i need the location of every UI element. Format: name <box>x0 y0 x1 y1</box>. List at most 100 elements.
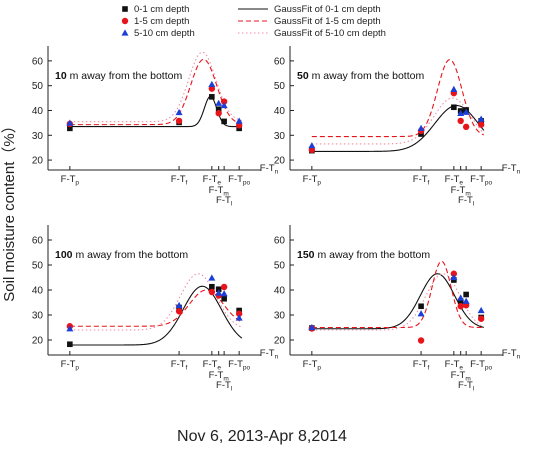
y-tick-label: 20 <box>274 336 286 347</box>
data-point <box>220 283 228 291</box>
data-point <box>457 294 465 301</box>
legend-item: 5-10 cm depth <box>121 28 195 39</box>
panel-title: 10 m away from the bottom <box>55 70 182 82</box>
data-point <box>209 94 215 100</box>
gauss-fit-line <box>69 285 243 346</box>
data-point <box>215 289 223 296</box>
data-point <box>450 85 458 92</box>
y-tick-label: 40 <box>274 106 286 117</box>
y-tick-label: 30 <box>32 311 44 322</box>
data-point <box>417 337 425 344</box>
data-point <box>477 315 485 322</box>
x-tick-label: F-Tpo <box>470 174 492 187</box>
x-tick-label: F-Tl <box>216 380 233 393</box>
x-tick-label: F-Tn <box>502 163 521 176</box>
legend-item: 1-5 cm depth <box>121 16 189 27</box>
legend-label: 5-10 cm depth <box>134 28 195 39</box>
x-tick-label: F-Tn <box>260 348 279 361</box>
legend: 0-1 cm depth GaussFit of 0-1 cm depth 1-5 … <box>121 4 386 39</box>
panel-title: 100 m away from the bottom <box>55 249 188 261</box>
gauss-fit-line <box>69 289 243 327</box>
y-axis-label: Soil moisture content（%） <box>1 118 18 301</box>
data-point <box>457 298 464 305</box>
data-point <box>175 301 183 309</box>
y-tick-label: 40 <box>32 106 44 117</box>
y-tick-label: 40 <box>32 286 44 297</box>
x-tick-label: F-Tp <box>61 174 80 187</box>
panel-title: 50 m away from the bottom <box>297 70 424 82</box>
data-point <box>308 323 316 331</box>
gauss-fit-line <box>311 97 485 145</box>
y-tick-label: 50 <box>32 81 44 92</box>
x-tick-label: F-Te <box>203 359 222 372</box>
data-point <box>457 117 464 125</box>
x-tick-label: F-Tl <box>458 380 475 393</box>
data-point <box>418 131 424 137</box>
data-point <box>208 85 216 92</box>
y-tick-label: 30 <box>274 311 286 322</box>
data-point <box>450 273 458 281</box>
legend-label: GaussFit of 5-10 cm depth <box>274 28 386 39</box>
x-tick-label: F-Tpo <box>228 174 250 187</box>
x-axis-label: Nov 6, 2013-Apr 8,2014 <box>177 428 347 445</box>
data-point <box>221 295 227 302</box>
data-point <box>209 283 215 290</box>
data-point <box>477 306 485 314</box>
y-tick-label: 30 <box>32 131 44 142</box>
gauss-fit-line <box>69 58 242 126</box>
data-point <box>235 310 243 317</box>
data-point <box>451 104 457 111</box>
data-point <box>308 142 316 149</box>
x-tick-label: F-Tf <box>413 359 430 372</box>
y-tick-label: 20 <box>32 156 44 167</box>
y-tick-label: 20 <box>274 156 286 167</box>
data-point <box>215 286 222 293</box>
data-point <box>221 118 227 125</box>
data-point <box>215 110 222 117</box>
legend-item: GaussFit of 0-1 cm depth <box>238 4 381 15</box>
data-point <box>66 325 74 332</box>
x-tick-label: F-Tf <box>171 174 188 187</box>
y-tick-label: 20 <box>32 336 44 347</box>
data-point <box>175 308 183 315</box>
data-point <box>220 101 228 109</box>
gauss-fit-line <box>311 273 485 330</box>
data-point <box>462 123 470 131</box>
legend-label: 0-1 cm depth <box>134 4 189 15</box>
data-point <box>417 124 425 131</box>
x-tick-label: F-Tf <box>171 359 188 372</box>
x-tick-label: F-Te <box>445 174 464 187</box>
x-tick-label: F-Tl <box>458 195 475 208</box>
data-point <box>417 310 425 317</box>
gauss-fit-line <box>311 260 484 329</box>
y-tick-label: 60 <box>32 236 44 247</box>
y-tick-label: 60 <box>32 56 44 67</box>
y-tick-label: 60 <box>274 56 286 67</box>
data-point <box>308 146 316 154</box>
legend-marker <box>121 17 129 25</box>
data-point <box>236 307 242 314</box>
x-tick-label: F-Tp <box>61 359 80 372</box>
data-point <box>477 115 485 122</box>
y-tick-label: 40 <box>274 286 286 297</box>
y-tick-label: 50 <box>32 261 44 272</box>
x-tick-label: F-Te <box>445 359 464 372</box>
data-point <box>462 297 470 304</box>
x-tick-label: F-Tpo <box>228 359 250 372</box>
data-point <box>235 122 243 129</box>
data-point <box>220 98 228 105</box>
legend-label: 1-5 cm depth <box>134 16 189 27</box>
legend-label: GaussFit of 0-1 cm depth <box>274 4 381 15</box>
data-point <box>175 117 183 125</box>
data-point <box>477 121 485 128</box>
data-point <box>457 109 465 117</box>
x-tick-label: F-Tf <box>413 174 430 187</box>
data-point <box>463 291 469 298</box>
x-tick-label: F-Te <box>203 174 222 187</box>
legend-label: GaussFit of 1-5 cm depth <box>274 16 381 27</box>
